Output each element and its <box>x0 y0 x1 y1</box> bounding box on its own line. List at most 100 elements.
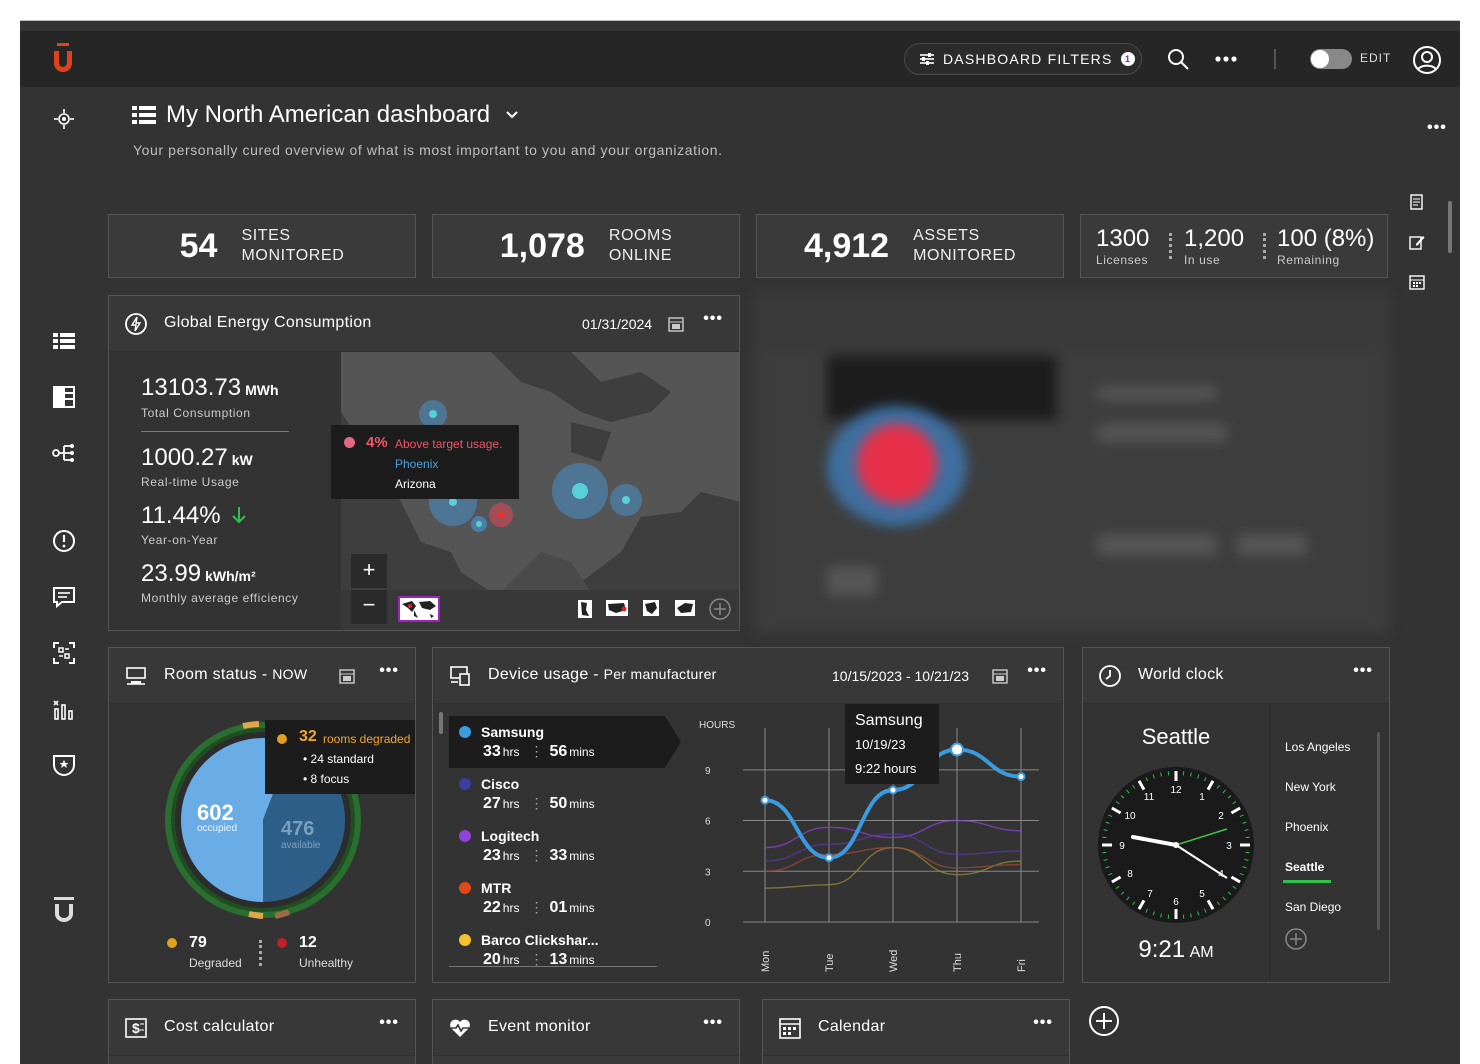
chart-tooltip: Samsung 10/19/23 9:22 hours <box>845 704 939 784</box>
analog-clock: 12 1 2 3 4 5 6 7 8 9 10 11 <box>1098 767 1254 923</box>
message-icon[interactable] <box>50 583 78 611</box>
series-line[interactable] <box>764 846 1022 872</box>
world-map-thumbnail[interactable] <box>398 596 440 622</box>
clock-tick <box>1126 896 1130 901</box>
stat-label: SITES <box>241 227 291 244</box>
zoom-out-button[interactable]: − <box>351 590 387 624</box>
city-item[interactable]: San Diego <box>1285 900 1342 914</box>
data-point[interactable] <box>888 785 898 795</box>
city-item[interactable]: Los Angeles <box>1285 740 1351 754</box>
dashboard-filters-button[interactable]: DASHBOARD FILTERS 1 <box>904 43 1142 75</box>
tooltip-city[interactable]: Phoenix <box>395 457 439 471</box>
region-thumbnail[interactable] <box>606 600 628 616</box>
device-list-item[interactable]: Samsung 33 hrs ⋮ 56 mins <box>459 724 599 761</box>
shield-icon[interactable] <box>50 751 78 779</box>
data-point[interactable] <box>950 742 964 757</box>
city-item[interactable]: New York <box>1285 780 1336 794</box>
data-point[interactable] <box>760 795 770 805</box>
clock-tick <box>1115 801 1120 805</box>
divider <box>1274 49 1276 69</box>
card-header: Room status - NOW ••• <box>109 648 415 704</box>
card-more-icon[interactable]: ••• <box>1353 662 1373 679</box>
more-icon[interactable] <box>1214 47 1238 71</box>
device-list-item[interactable]: Logitech 23 hrs ⋮ 33 mins <box>459 828 599 865</box>
card-more-icon[interactable]: ••• <box>379 662 399 679</box>
data-point[interactable] <box>824 853 834 863</box>
data-point[interactable] <box>1016 772 1026 782</box>
edit-icon[interactable] <box>1409 234 1425 250</box>
page-title-row[interactable]: My North American dashboard <box>132 101 520 129</box>
calendar-icon[interactable] <box>339 668 355 684</box>
clock-tick <box>1216 901 1220 906</box>
clock-tick <box>1190 913 1192 918</box>
report-icon[interactable] <box>1409 194 1425 210</box>
calendar-icon[interactable] <box>992 668 1008 684</box>
card-title: Device usage - Per manufacturer <box>488 666 717 683</box>
clock-tick <box>1120 795 1125 799</box>
list-icon[interactable] <box>50 327 78 355</box>
flow-icon[interactable] <box>50 439 78 467</box>
card-more-icon[interactable]: ••• <box>1033 1014 1053 1031</box>
occupied-slice[interactable] <box>181 738 293 902</box>
room-icon <box>126 667 146 685</box>
chart-icon[interactable] <box>50 695 78 723</box>
degraded-dot <box>277 734 287 744</box>
card-more-icon[interactable]: ••• <box>1027 662 1047 679</box>
divider <box>259 940 262 966</box>
user-icon[interactable] <box>1412 45 1442 75</box>
licenses-in-use-label: In use <box>1184 253 1221 267</box>
add-icon[interactable] <box>709 598 731 620</box>
svg-text:6: 6 <box>1173 897 1179 908</box>
calendar-icon[interactable] <box>1409 274 1425 290</box>
y-tick-label: 6 <box>705 817 711 828</box>
legend-degraded-label: Degraded <box>189 956 242 970</box>
locate-icon[interactable] <box>50 105 78 133</box>
date-range[interactable]: 10/15/2023 - 10/21/23 <box>832 668 970 684</box>
svg-text:$: $ <box>132 1020 140 1036</box>
alert-dot <box>344 437 355 448</box>
page-scrollbar[interactable] <box>1448 201 1452 253</box>
layout-icon[interactable] <box>50 383 78 411</box>
region-thumbnail[interactable] <box>578 600 592 618</box>
card-more-icon[interactable]: ••• <box>379 1014 399 1031</box>
device-list-item[interactable]: Cisco 27 hrs ⋮ 50 mins <box>459 776 599 813</box>
edit-label: EDIT <box>1360 51 1392 65</box>
clock-tick <box>1206 899 1215 910</box>
add-icon[interactable] <box>1285 928 1307 950</box>
legend-unhealthy-value: 12 <box>299 934 317 951</box>
calendar-icon[interactable] <box>668 316 684 332</box>
region-thumbnail[interactable] <box>675 600 695 616</box>
device-list-item[interactable]: MTR 22 hrs ⋮ 01 mins <box>459 880 599 917</box>
clock-tick <box>1115 885 1120 889</box>
page-more-icon[interactable]: ••• <box>1427 119 1447 136</box>
blurred-text <box>1237 534 1307 556</box>
city-item[interactable]: Seattle <box>1285 860 1325 874</box>
alert-icon[interactable] <box>50 527 78 555</box>
licenses-card: 1300 Licenses 1,200 In use 100 (8%) Rema… <box>1080 214 1388 278</box>
zoom-in-button[interactable]: + <box>351 554 387 588</box>
city-scrollbar[interactable] <box>1377 732 1380 930</box>
region-thumbnail[interactable] <box>643 600 659 616</box>
chevron-down-icon[interactable] <box>504 109 520 121</box>
edit-toggle[interactable] <box>1310 49 1352 69</box>
device-list-item[interactable]: Barco Clickshar... 20 hrs ⋮ 13 mins <box>459 932 599 969</box>
card-more-icon[interactable]: ••• <box>703 310 723 327</box>
card-header: Event monitor ••• <box>433 1000 739 1056</box>
degraded-text: rooms degraded <box>323 732 411 746</box>
energy-date[interactable]: 01/31/2024 <box>582 316 653 332</box>
series-line[interactable] <box>764 819 1022 849</box>
add-widget-icon[interactable] <box>1088 1005 1120 1037</box>
card-more-icon[interactable]: ••• <box>703 1014 723 1031</box>
world-clock-card: World clock ••• Seattle 12 1 2 3 4 5 6 7… <box>1082 647 1390 983</box>
logo-icon[interactable] <box>52 43 74 73</box>
device-duration: 33 hrs ⋮ 56 mins <box>483 743 595 760</box>
city-item[interactable]: Phoenix <box>1285 820 1329 834</box>
device-duration: 27 hrs ⋮ 50 mins <box>483 795 595 812</box>
tooltip-value: 9:22 hours <box>855 761 917 776</box>
realtime-usage-label: Real-time Usage <box>141 475 240 489</box>
series-dot <box>459 934 471 946</box>
list-scrollbar[interactable] <box>439 712 443 734</box>
search-icon[interactable] <box>1166 47 1190 71</box>
scan-icon[interactable] <box>50 639 78 667</box>
clock-tick <box>1145 908 1148 913</box>
